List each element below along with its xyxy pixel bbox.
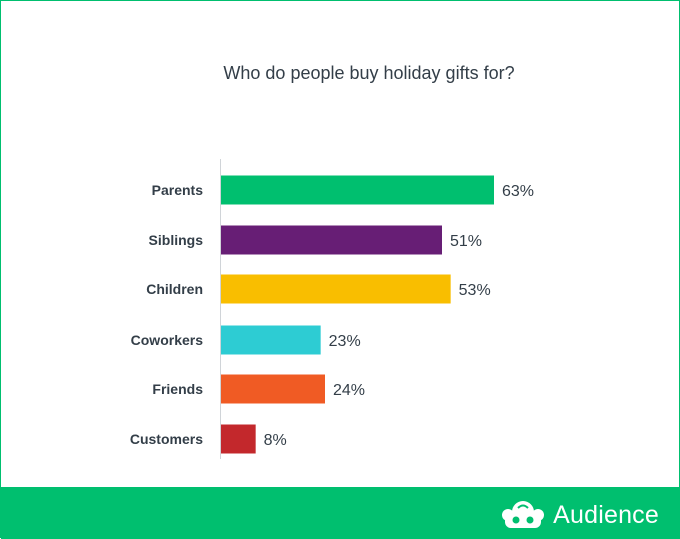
value-label: 23% xyxy=(329,333,361,350)
value-label: 8% xyxy=(264,432,287,449)
value-label: 24% xyxy=(333,382,365,399)
category-label: Customers xyxy=(130,431,203,447)
value-label: 53% xyxy=(459,282,491,299)
bar-coworkers xyxy=(221,325,321,355)
category-label: Friends xyxy=(152,381,203,397)
value-label: 63% xyxy=(502,183,534,200)
category-label: Siblings xyxy=(149,232,204,248)
surveymonkey-logo-icon xyxy=(502,501,545,528)
bar-children xyxy=(221,274,451,304)
category-label: Parents xyxy=(152,182,204,198)
category-label: Coworkers xyxy=(131,332,204,348)
bar-customers xyxy=(221,424,256,454)
brand-name: Audience xyxy=(553,500,659,529)
value-label: 51% xyxy=(450,233,482,250)
bar-siblings xyxy=(221,225,442,255)
category-label: Children xyxy=(146,281,203,297)
chart-title: Who do people buy holiday gifts for? xyxy=(223,63,515,83)
bar-friends xyxy=(221,374,325,404)
footer-bar: Audience xyxy=(1,487,680,539)
bar-chart: Parents 63% Siblings 51% Children 53% Coworker… xyxy=(130,159,534,459)
bar-parents xyxy=(221,175,494,205)
brand-logo[interactable]: Audience xyxy=(501,499,659,531)
